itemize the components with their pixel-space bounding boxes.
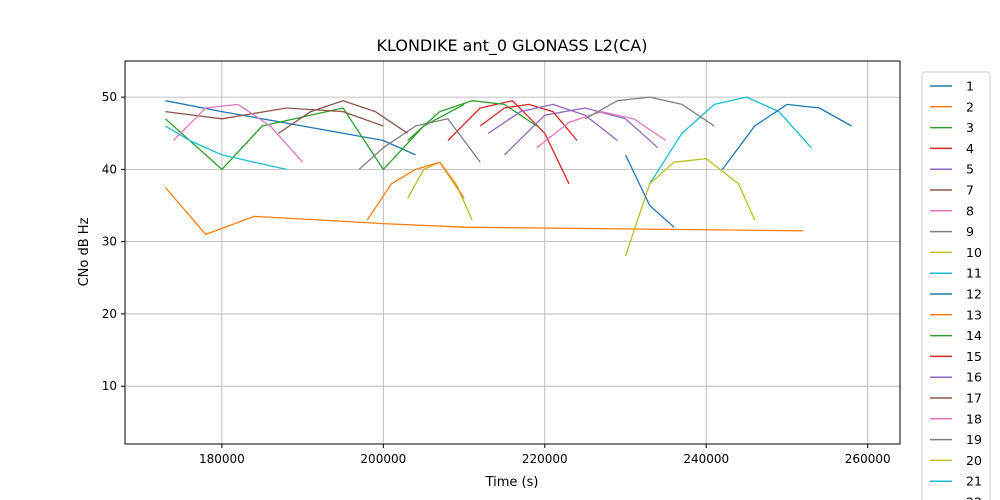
y-tick-label: 10 (102, 379, 117, 393)
series-line-9 (358, 118, 481, 170)
legend-label-13: 13 (966, 307, 982, 322)
y-tick-label: 30 (102, 235, 117, 249)
series-line-7 (165, 107, 384, 127)
series-line-2 (164, 187, 804, 236)
legend-label-2: 2 (966, 99, 974, 114)
legend: 1234578910111213141516171819202122 (921, 71, 991, 500)
series-line-5 (503, 107, 659, 156)
x-tick-label: 240000 (683, 452, 729, 466)
axis-ticks: 180000 200000 220000 240000 260000 10 20 30 40 50 (102, 90, 891, 466)
series-line-18 (536, 110, 667, 149)
series-line-19 (584, 96, 715, 127)
legend-label-11: 11 (966, 266, 982, 281)
legend-label-8: 8 (966, 203, 974, 218)
legend-label-10: 10 (966, 245, 982, 260)
y-axis-label: CNo dB Hz (77, 217, 92, 286)
legend-label-17: 17 (966, 391, 982, 406)
x-tick-label: 260000 (845, 452, 891, 466)
series-line-17 (278, 100, 408, 134)
legend-label-1: 1 (966, 79, 974, 94)
series-line-8 (172, 103, 304, 163)
legend-label-19: 19 (966, 432, 982, 447)
series-line-15 (479, 103, 578, 141)
series-line-22 (624, 154, 675, 228)
legend-label-4: 4 (966, 141, 974, 156)
legend-label-18: 18 (966, 411, 982, 426)
legend-label-16: 16 (966, 370, 982, 385)
legend-label-5: 5 (966, 162, 974, 177)
gridlines (125, 61, 900, 444)
plot-area-frame (124, 60, 901, 445)
series-line-4 (447, 100, 570, 185)
legend-label-15: 15 (966, 349, 982, 364)
chart-title: KLONDIKE ant_0 GLONASS L2(CA) (377, 36, 648, 56)
series-line-1 (165, 100, 416, 156)
x-tick-label: 200000 (360, 452, 406, 466)
legend-label-12: 12 (966, 287, 982, 302)
legend-label-22: 22 (966, 495, 982, 500)
legend-label-9: 9 (966, 224, 974, 239)
legend-label-20: 20 (966, 453, 982, 468)
legend-label-7: 7 (966, 183, 974, 198)
legend-label-14: 14 (966, 328, 982, 343)
y-tick-label: 20 (102, 307, 117, 321)
series-line-16 (487, 103, 618, 142)
series-line-14 (407, 100, 538, 141)
x-axis-label: Time (s) (485, 475, 539, 490)
y-tick-label: 40 (102, 162, 117, 176)
legend-box (921, 71, 991, 500)
x-tick-label: 180000 (199, 452, 245, 466)
series-line-12 (721, 103, 852, 170)
x-tick-label: 220000 (522, 452, 568, 466)
series-line-21 (165, 125, 287, 171)
series-line-13 (366, 161, 465, 221)
legend-label-3: 3 (966, 120, 974, 135)
legend-label-21: 21 (966, 474, 982, 489)
series-line-11 (649, 96, 812, 185)
y-tick-label: 50 (102, 90, 117, 104)
series-lines (164, 96, 852, 257)
